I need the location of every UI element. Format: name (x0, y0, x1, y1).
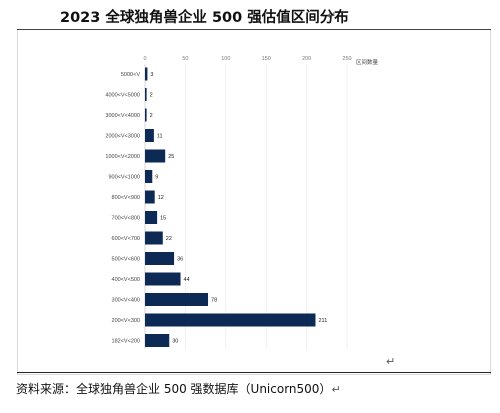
source-note: 资料来源：全球独角兽企业 500 强数据库（Unicorn500）↵ (16, 380, 341, 397)
value-label: 211 (318, 318, 327, 324)
page-title: 2023 全球独角兽企业 500 强估值区间分布 (60, 10, 349, 26)
category-label: 600<V<700 (112, 236, 140, 242)
category-label: 300<V<400 (112, 298, 140, 304)
bar (145, 272, 181, 286)
x-tick-label: 100 (221, 56, 230, 62)
value-label: 9 (155, 175, 158, 181)
value-label: 15 (160, 216, 166, 222)
value-label: 36 (177, 257, 183, 263)
category-label: 3000<V<4000 (105, 113, 140, 119)
title-return-mark: ↵ (327, 10, 337, 22)
bar (145, 313, 316, 327)
value-label: 11 (157, 134, 163, 140)
value-label: 44 (184, 277, 190, 283)
bar (145, 149, 166, 163)
source-return-mark: ↵ (331, 383, 341, 396)
bar (145, 129, 154, 142)
value-label: 30 (172, 339, 178, 345)
grid-layer (144, 64, 348, 349)
value-label: 2 (150, 93, 153, 99)
source-text: 资料来源：全球独角兽企业 500 强数据库（Unicorn500） (16, 382, 332, 396)
value-label: 3 (150, 72, 153, 78)
x-axis-label: 区间数量 (356, 58, 379, 66)
title-rule (17, 29, 491, 30)
x-tick-label: 200 (302, 56, 311, 62)
bar (145, 334, 170, 347)
value-label: 12 (158, 195, 164, 201)
category-label: 700<V<800 (112, 216, 140, 222)
category-label: 2000<V<3000 (105, 134, 140, 140)
bottom-rule (17, 372, 491, 373)
category-labels: 5000<V 4000<V<5000 3000<V<4000 2000<V<3000 1… (105, 72, 140, 345)
category-label: 200<V<300 (112, 318, 140, 324)
category-label: 182<V<200 (112, 339, 140, 345)
bar (145, 170, 153, 183)
category-label: 4000<V<5000 (105, 93, 140, 99)
bar (145, 67, 148, 81)
bar (145, 108, 147, 122)
category-label: 1000<V<2000 (105, 154, 140, 160)
bar (145, 231, 163, 245)
x-tick-label: 0 (143, 56, 146, 62)
value-label: 78 (211, 298, 217, 304)
bar-layer (145, 67, 316, 347)
chart-frame (17, 30, 491, 375)
bar (145, 211, 158, 224)
value-label: 2 (150, 113, 153, 119)
x-tick-label: 250 (342, 56, 351, 62)
value-label: 25 (168, 154, 174, 160)
x-tick-label: 150 (262, 56, 271, 62)
x-tick-label: 50 (182, 56, 188, 62)
category-label: 500<V<600 (112, 257, 140, 263)
bar (145, 190, 155, 204)
x-axis-ticks: 0 50 100 150 200 250 (143, 56, 351, 62)
value-label: 22 (166, 236, 172, 242)
category-label: 800<V<900 (112, 195, 140, 201)
chart-return-mark: ↵ (386, 356, 396, 368)
category-label: 5000<V (121, 72, 140, 78)
category-label: 400<V<500 (112, 277, 140, 283)
category-label: 900<V<1000 (108, 175, 140, 181)
bar (145, 252, 175, 265)
bar (145, 88, 147, 101)
bar (145, 293, 209, 306)
